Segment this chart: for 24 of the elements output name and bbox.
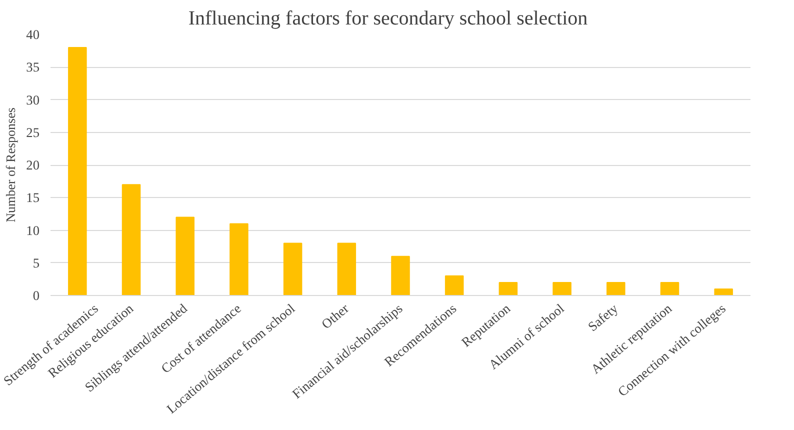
bar <box>122 184 141 296</box>
bar <box>337 242 356 296</box>
y-tick-label: 30 <box>26 92 40 108</box>
y-tick-label: 35 <box>26 60 40 75</box>
bar <box>714 288 733 296</box>
bar <box>498 282 518 296</box>
y-tick-label: 0 <box>32 288 40 303</box>
y-tick-label: 20 <box>26 158 40 172</box>
bar <box>391 256 410 296</box>
bar <box>176 216 194 296</box>
bar <box>606 282 626 296</box>
bar <box>68 47 87 296</box>
y-tick-label: 15 <box>26 190 40 206</box>
y-tick-label: 40 <box>26 27 40 42</box>
y-tick-label: 25 <box>26 124 40 140</box>
y-tick-label: 5 <box>32 255 40 270</box>
bar <box>444 275 464 296</box>
y-tick-label: 10 <box>26 222 40 238</box>
bar <box>283 242 302 296</box>
bar <box>660 282 680 296</box>
y-axis-title: Number of Responses <box>3 108 18 222</box>
bar <box>552 282 572 296</box>
chart-title: Influencing factors for secondary school selection <box>188 8 588 30</box>
bar <box>230 223 248 296</box>
